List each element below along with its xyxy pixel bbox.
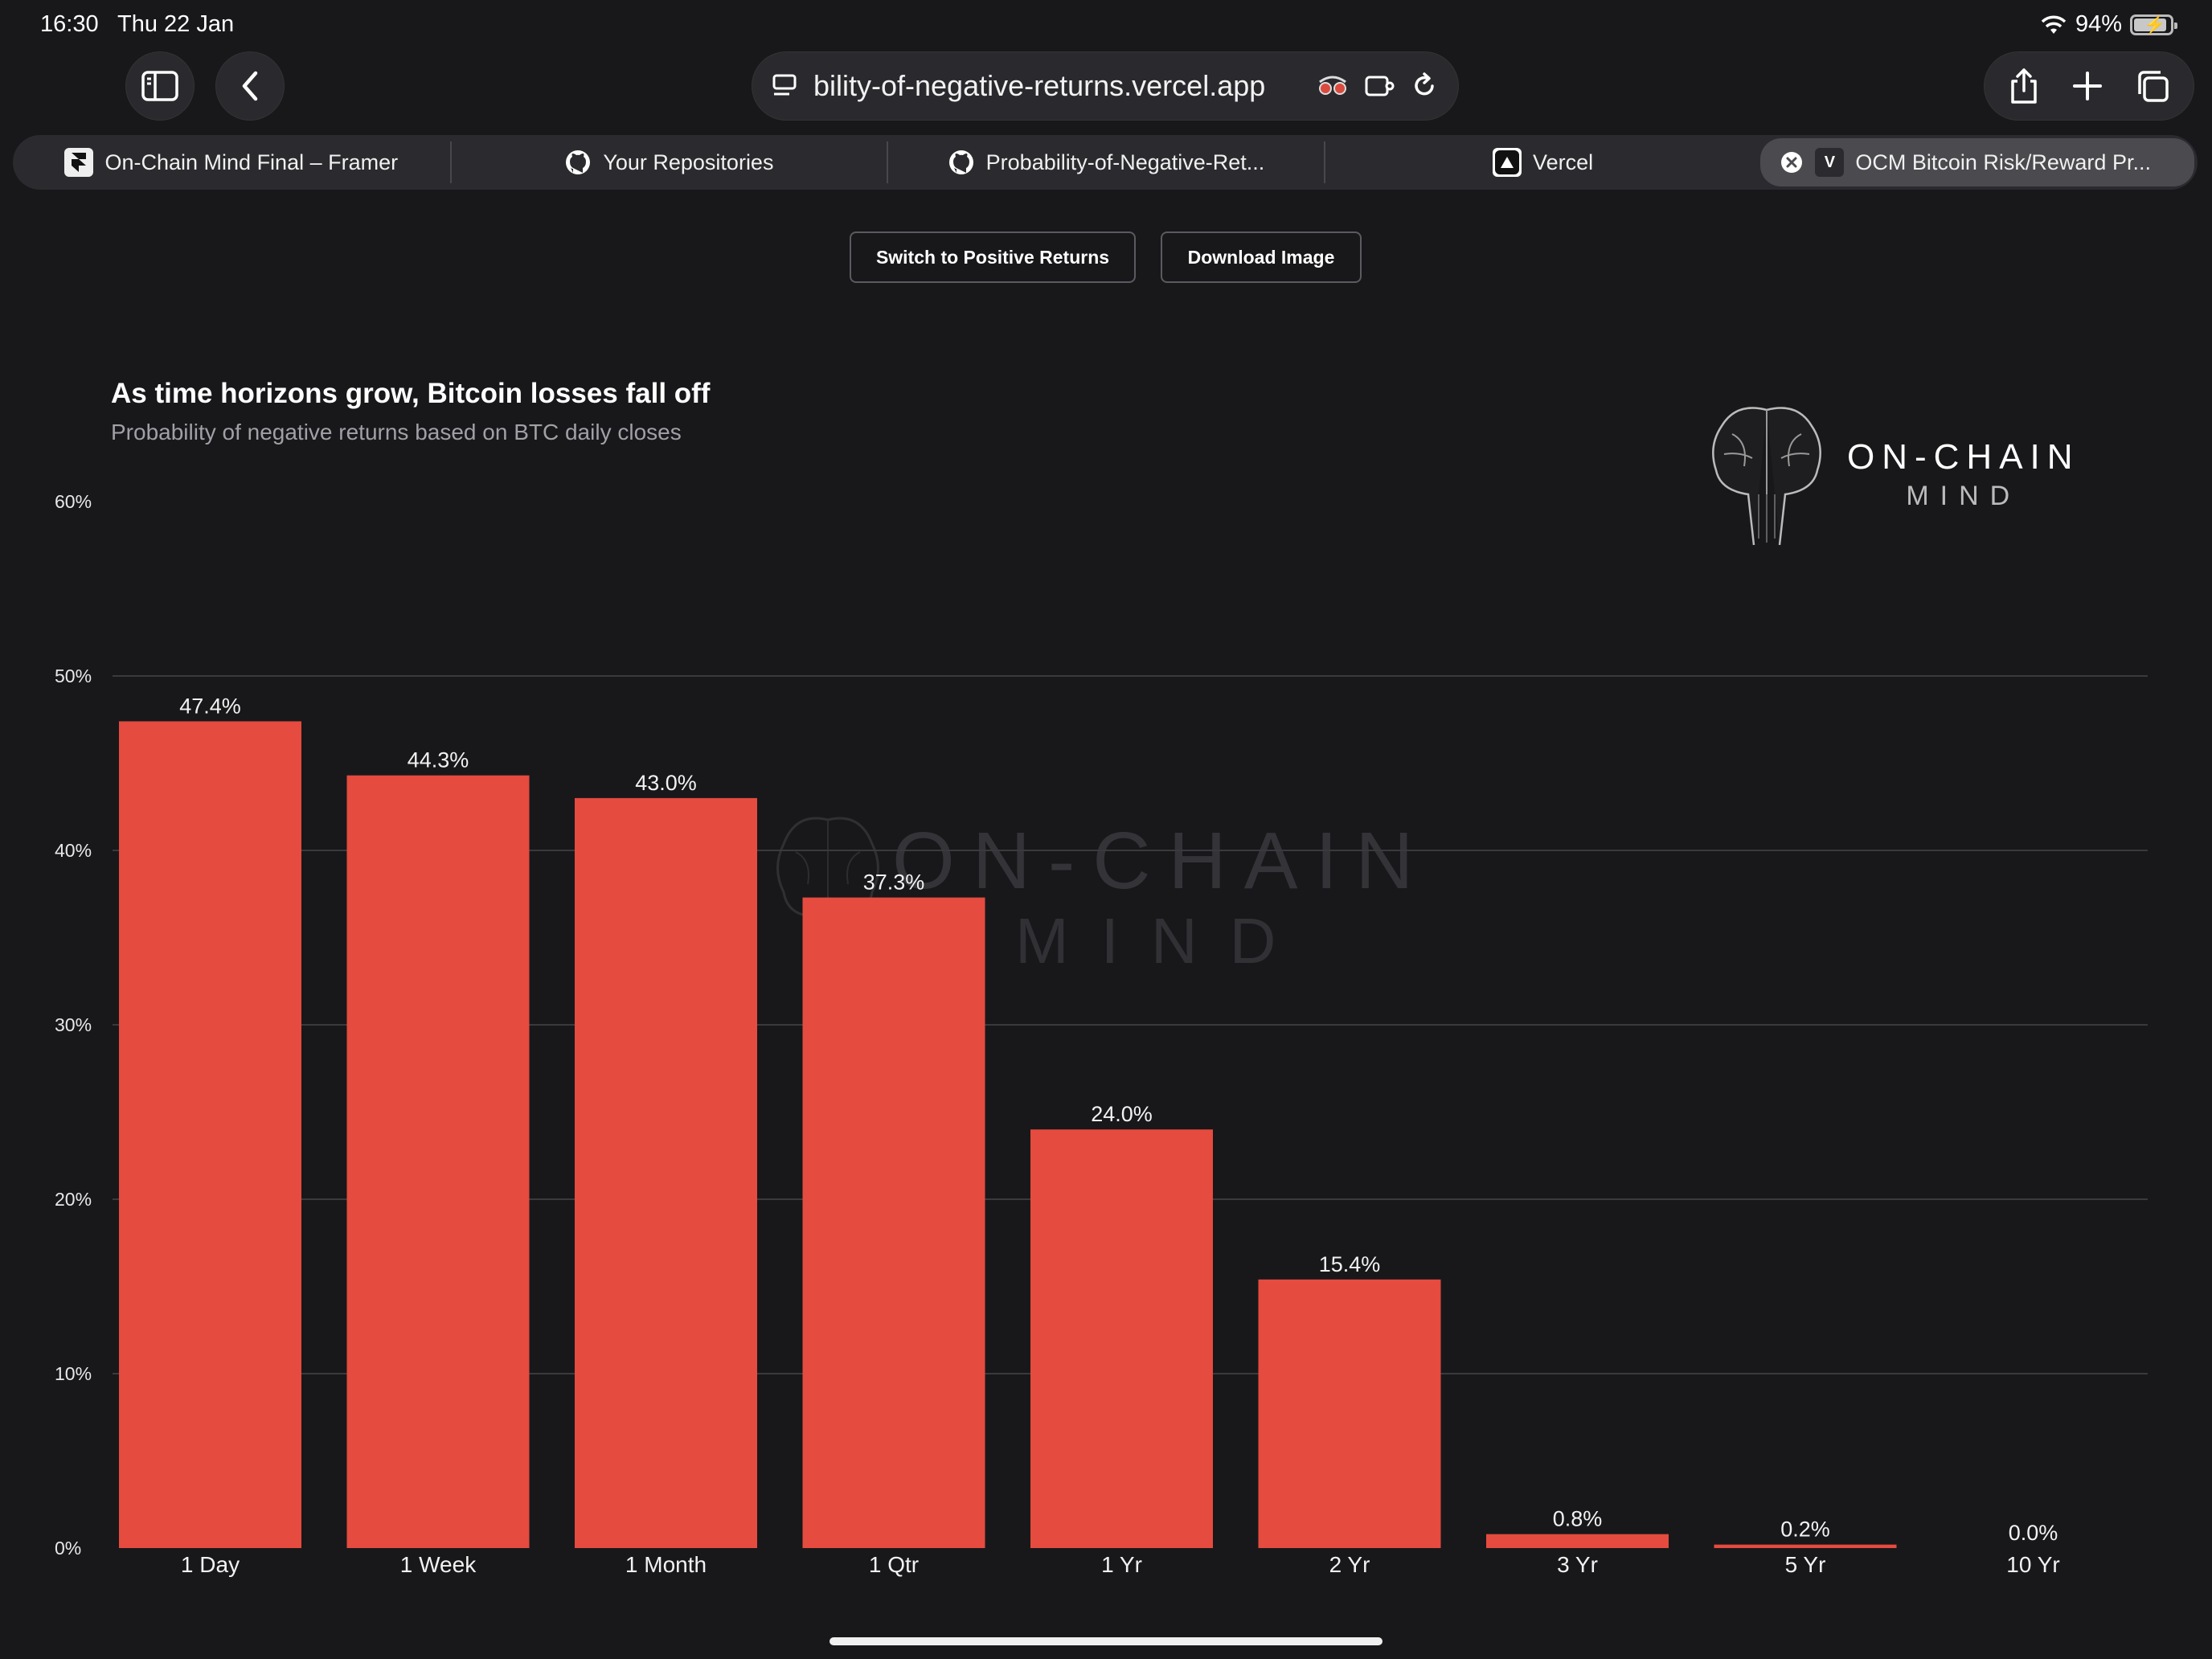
- status-date: Thu 22 Jan: [117, 11, 235, 37]
- battery-icon: ⚡: [2130, 14, 2177, 35]
- switch-returns-button[interactable]: Switch to Positive Returns: [850, 231, 1136, 283]
- tab-your-repositories[interactable]: Your Repositories: [452, 135, 887, 190]
- data-label: 0.0%: [2009, 1521, 2058, 1545]
- status-indicators: 94% ⚡: [2040, 11, 2177, 38]
- github-icon: [948, 150, 973, 174]
- data-label: 0.8%: [1553, 1507, 1603, 1531]
- address-bar[interactable]: bility-of-negative-returns.vercel.app: [752, 51, 1459, 121]
- data-label: 43.0%: [635, 771, 697, 795]
- tabs-overview-icon[interactable]: [2135, 68, 2170, 104]
- github-icon: [566, 150, 591, 174]
- bar: [1258, 1279, 1441, 1548]
- x-tick-label: 1 Qtr: [869, 1552, 919, 1577]
- chart-title: As time horizons grow, Bitcoin losses fa…: [111, 378, 711, 409]
- tab-label: Your Repositories: [603, 150, 774, 174]
- battery-percent: 94%: [2075, 11, 2122, 37]
- x-tick-label: 3 Yr: [1557, 1552, 1598, 1577]
- tab-label: Probability-of-Negative-Ret...: [985, 150, 1265, 174]
- logo-line1: ON-CHAIN: [1847, 436, 2080, 477]
- on-chain-mind-logo: ON-CHAIN MIND: [1704, 402, 2080, 547]
- wifi-icon: [2041, 15, 2067, 34]
- sidebar-toggle-button[interactable]: [125, 51, 195, 121]
- sidebar-icon: [141, 71, 178, 101]
- close-tab-icon[interactable]: [1780, 150, 1804, 174]
- share-icon[interactable]: [2008, 67, 2040, 105]
- bar: [575, 797, 757, 1548]
- y-tick-label: 30%: [55, 1014, 92, 1035]
- extension-icon[interactable]: [1363, 72, 1395, 100]
- data-label: 15.4%: [1319, 1252, 1381, 1276]
- x-tick-label: 5 Yr: [1785, 1552, 1826, 1577]
- bar: [119, 721, 301, 1549]
- tab-bar: On-Chain Mind Final – Framer Your Reposi…: [13, 135, 2198, 190]
- bar: [1714, 1544, 1897, 1548]
- bar: [346, 775, 530, 1548]
- x-tick-label: 1 Yr: [1101, 1552, 1142, 1577]
- x-tick-label: 10 Yr: [2006, 1552, 2059, 1577]
- tab-label: Vercel: [1533, 150, 1594, 174]
- vercel-icon: [1493, 148, 1522, 177]
- tab-vercel[interactable]: Vercel: [1325, 135, 1761, 190]
- page-settings-icon[interactable]: [772, 72, 799, 100]
- tab-ocm-active[interactable]: V OCM Bitcoin Risk/Reward Pr...: [1760, 138, 2194, 186]
- watermark-line2: MIND: [1015, 904, 1309, 977]
- url-text[interactable]: bility-of-negative-returns.vercel.app: [813, 69, 1266, 102]
- chart-subtitle: Probability of negative returns based on…: [111, 420, 682, 444]
- x-tick-label: 1 Month: [625, 1552, 707, 1577]
- bar: [1486, 1534, 1669, 1548]
- y-tick-label: 60%: [55, 491, 92, 512]
- tab-label: On-Chain Mind Final – Framer: [104, 150, 399, 174]
- watermark-line1: ON-CHAIN: [892, 815, 1432, 906]
- y-tick-label: 0%: [55, 1538, 81, 1559]
- x-tick-label: 1 Day: [181, 1552, 240, 1577]
- data-label: 0.2%: [1780, 1518, 1830, 1542]
- y-tick-label: 50%: [55, 666, 92, 686]
- status-time: 16:30: [40, 11, 99, 37]
- data-label: 44.3%: [408, 748, 469, 772]
- v-icon: V: [1815, 148, 1845, 177]
- download-image-button[interactable]: Download Image: [1161, 231, 1362, 283]
- data-label: 47.4%: [179, 694, 241, 718]
- chevron-left-icon: [242, 71, 258, 101]
- back-button[interactable]: [215, 51, 285, 121]
- x-tick-label: 2 Yr: [1329, 1552, 1370, 1577]
- y-tick-label: 20%: [55, 1189, 92, 1210]
- data-label: 24.0%: [1091, 1102, 1153, 1126]
- framer-icon: [64, 148, 94, 177]
- y-tick-label: 40%: [55, 840, 92, 861]
- y-tick-label: 10%: [55, 1363, 92, 1384]
- home-indicator: [830, 1637, 1382, 1645]
- toolbar-actions: [1984, 51, 2194, 121]
- logo-line2: MIND: [1906, 480, 2022, 511]
- data-label: 37.3%: [863, 870, 925, 895]
- bar: [1030, 1129, 1213, 1548]
- new-tab-icon[interactable]: [2071, 70, 2103, 102]
- bar: [802, 897, 985, 1548]
- tab-framer[interactable]: On-Chain Mind Final – Framer: [13, 135, 450, 190]
- tab-label: OCM Bitcoin Risk/Reward Pr...: [1855, 150, 2151, 174]
- private-relay-icon[interactable]: [1317, 72, 1349, 100]
- x-tick-label: 1 Week: [400, 1552, 477, 1577]
- reload-icon[interactable]: [1410, 72, 1439, 100]
- tab-probability-repo[interactable]: Probability-of-Negative-Ret...: [888, 135, 1324, 190]
- watermark: ON-CHAIN MIND: [772, 804, 1431, 989]
- brain-logo-icon: [1712, 407, 1821, 546]
